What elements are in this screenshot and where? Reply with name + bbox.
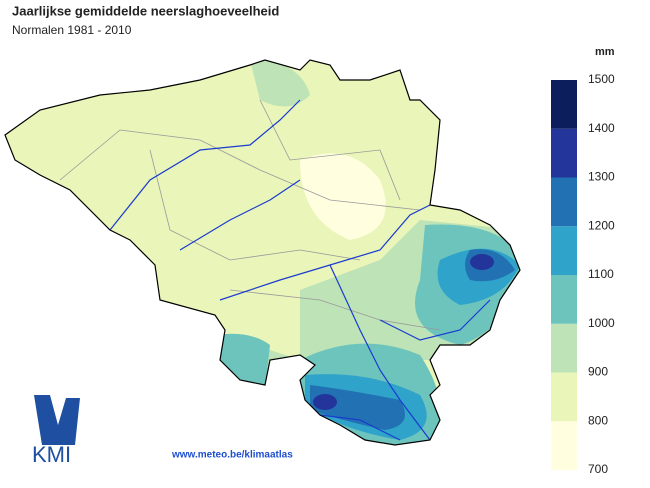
map (4, 59, 521, 446)
legend-tick-label: 800 (588, 413, 608, 427)
legend-tick-label: 700 (588, 462, 608, 476)
subtitle: Normalen 1981 - 2010 (12, 23, 132, 37)
borders (59, 99, 441, 331)
legend-band (551, 421, 577, 470)
region-1200b (310, 385, 405, 430)
legend: 700 800 900 1000 1100 1200 1300 1400 1500 (551, 72, 615, 476)
legend-band (551, 372, 577, 422)
legend-band (551, 275, 577, 324)
logo: KMI (32, 395, 80, 467)
legend-unit: mm (595, 46, 615, 58)
title: Jaarlijkse gemiddelde neerslaghoeveelhei… (12, 3, 279, 18)
rivers (109, 99, 491, 441)
legend-band (551, 226, 577, 275)
legend-band (551, 323, 577, 373)
legend-tick-label: 1200 (588, 218, 615, 232)
logo-mark (34, 395, 80, 445)
legend-tick-label: 1300 (588, 170, 615, 184)
legend-band (551, 80, 577, 129)
region-1300b (313, 394, 337, 410)
legend-band (551, 177, 577, 227)
region-dry (300, 153, 386, 240)
country-outline (4, 59, 521, 446)
source-url: www.meteo.be/klimaatlas (171, 450, 293, 461)
legend-tick-label: 1100 (588, 267, 614, 281)
region-north (250, 60, 310, 107)
legend-tick-label: 1400 (588, 121, 615, 135)
legend-tick-label: 900 (588, 365, 608, 379)
legend-tick-label: 1500 (588, 72, 615, 86)
legend-tick-label: 1000 (588, 316, 615, 330)
logo-text: KMI (32, 442, 71, 467)
region-1300 (470, 254, 494, 270)
legend-band (551, 128, 577, 178)
